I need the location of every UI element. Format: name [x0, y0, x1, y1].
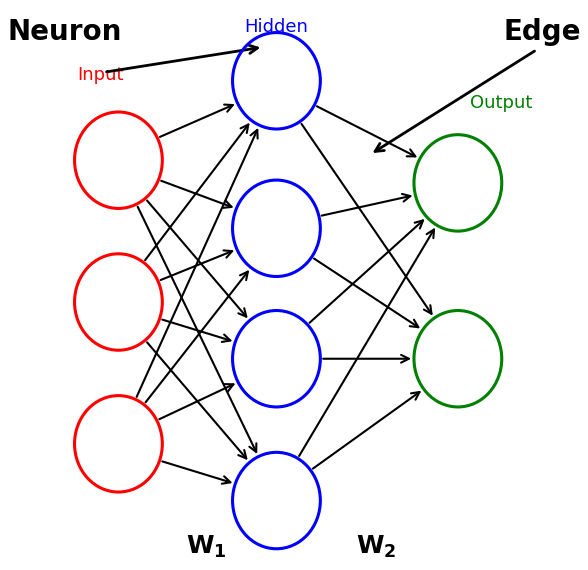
Text: $\mathbf{W_2}$: $\mathbf{W_2}$ [356, 534, 396, 560]
Text: Neuron: Neuron [7, 18, 122, 46]
Text: $\mathbf{W_1}$: $\mathbf{W_1}$ [186, 534, 226, 560]
Text: Hidden: Hidden [245, 18, 308, 36]
Text: Output: Output [470, 95, 532, 112]
Text: Input: Input [78, 66, 124, 84]
Text: Edge: Edge [503, 18, 581, 46]
